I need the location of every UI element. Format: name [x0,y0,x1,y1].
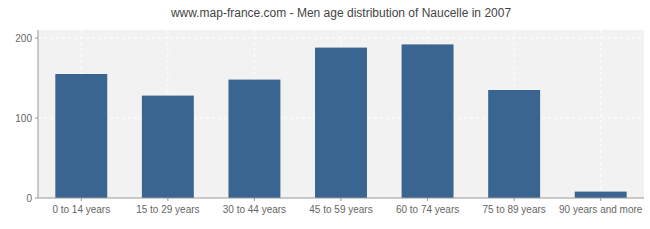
y-tick [35,118,38,119]
x-tick-label: 0 to 14 years [52,204,110,215]
bar [228,80,280,198]
bar [575,192,627,198]
x-tick-label: 90 years and more [559,204,643,215]
chart-title: www.map-france.com - Men age distributio… [170,6,511,20]
y-axis-line [38,30,39,198]
x-tick [254,198,255,201]
chart-container: www.map-france.com - Men age distributio… [0,0,650,229]
x-tick [81,198,82,201]
x-tick [341,198,342,201]
x-tick-label: 60 to 74 years [396,204,459,215]
x-tick-label: 75 to 89 years [482,204,545,215]
bar [402,44,454,198]
y-tick-label: 100 [15,113,32,124]
y-grid-line [38,38,644,39]
bar [142,96,194,198]
bar [55,74,107,198]
bars [55,44,626,198]
bar [488,90,540,198]
x-tick [167,198,168,201]
x-tick-label: 45 to 59 years [309,204,372,215]
x-tick-label: 15 to 29 years [136,204,199,215]
plot-background [38,30,644,198]
y-tick-label: 0 [26,193,32,204]
y-tick-label: 200 [15,33,32,44]
y-tick [35,198,38,199]
grid [38,30,644,198]
chart-svg: www.map-france.com - Men age distributio… [0,0,650,229]
x-tick-label: 30 to 44 years [223,204,286,215]
x-grid-line [600,30,601,198]
x-tick [514,198,515,201]
x-tick [600,198,601,201]
x-tick [427,198,428,201]
y-tick [35,38,38,39]
bar [315,48,367,198]
